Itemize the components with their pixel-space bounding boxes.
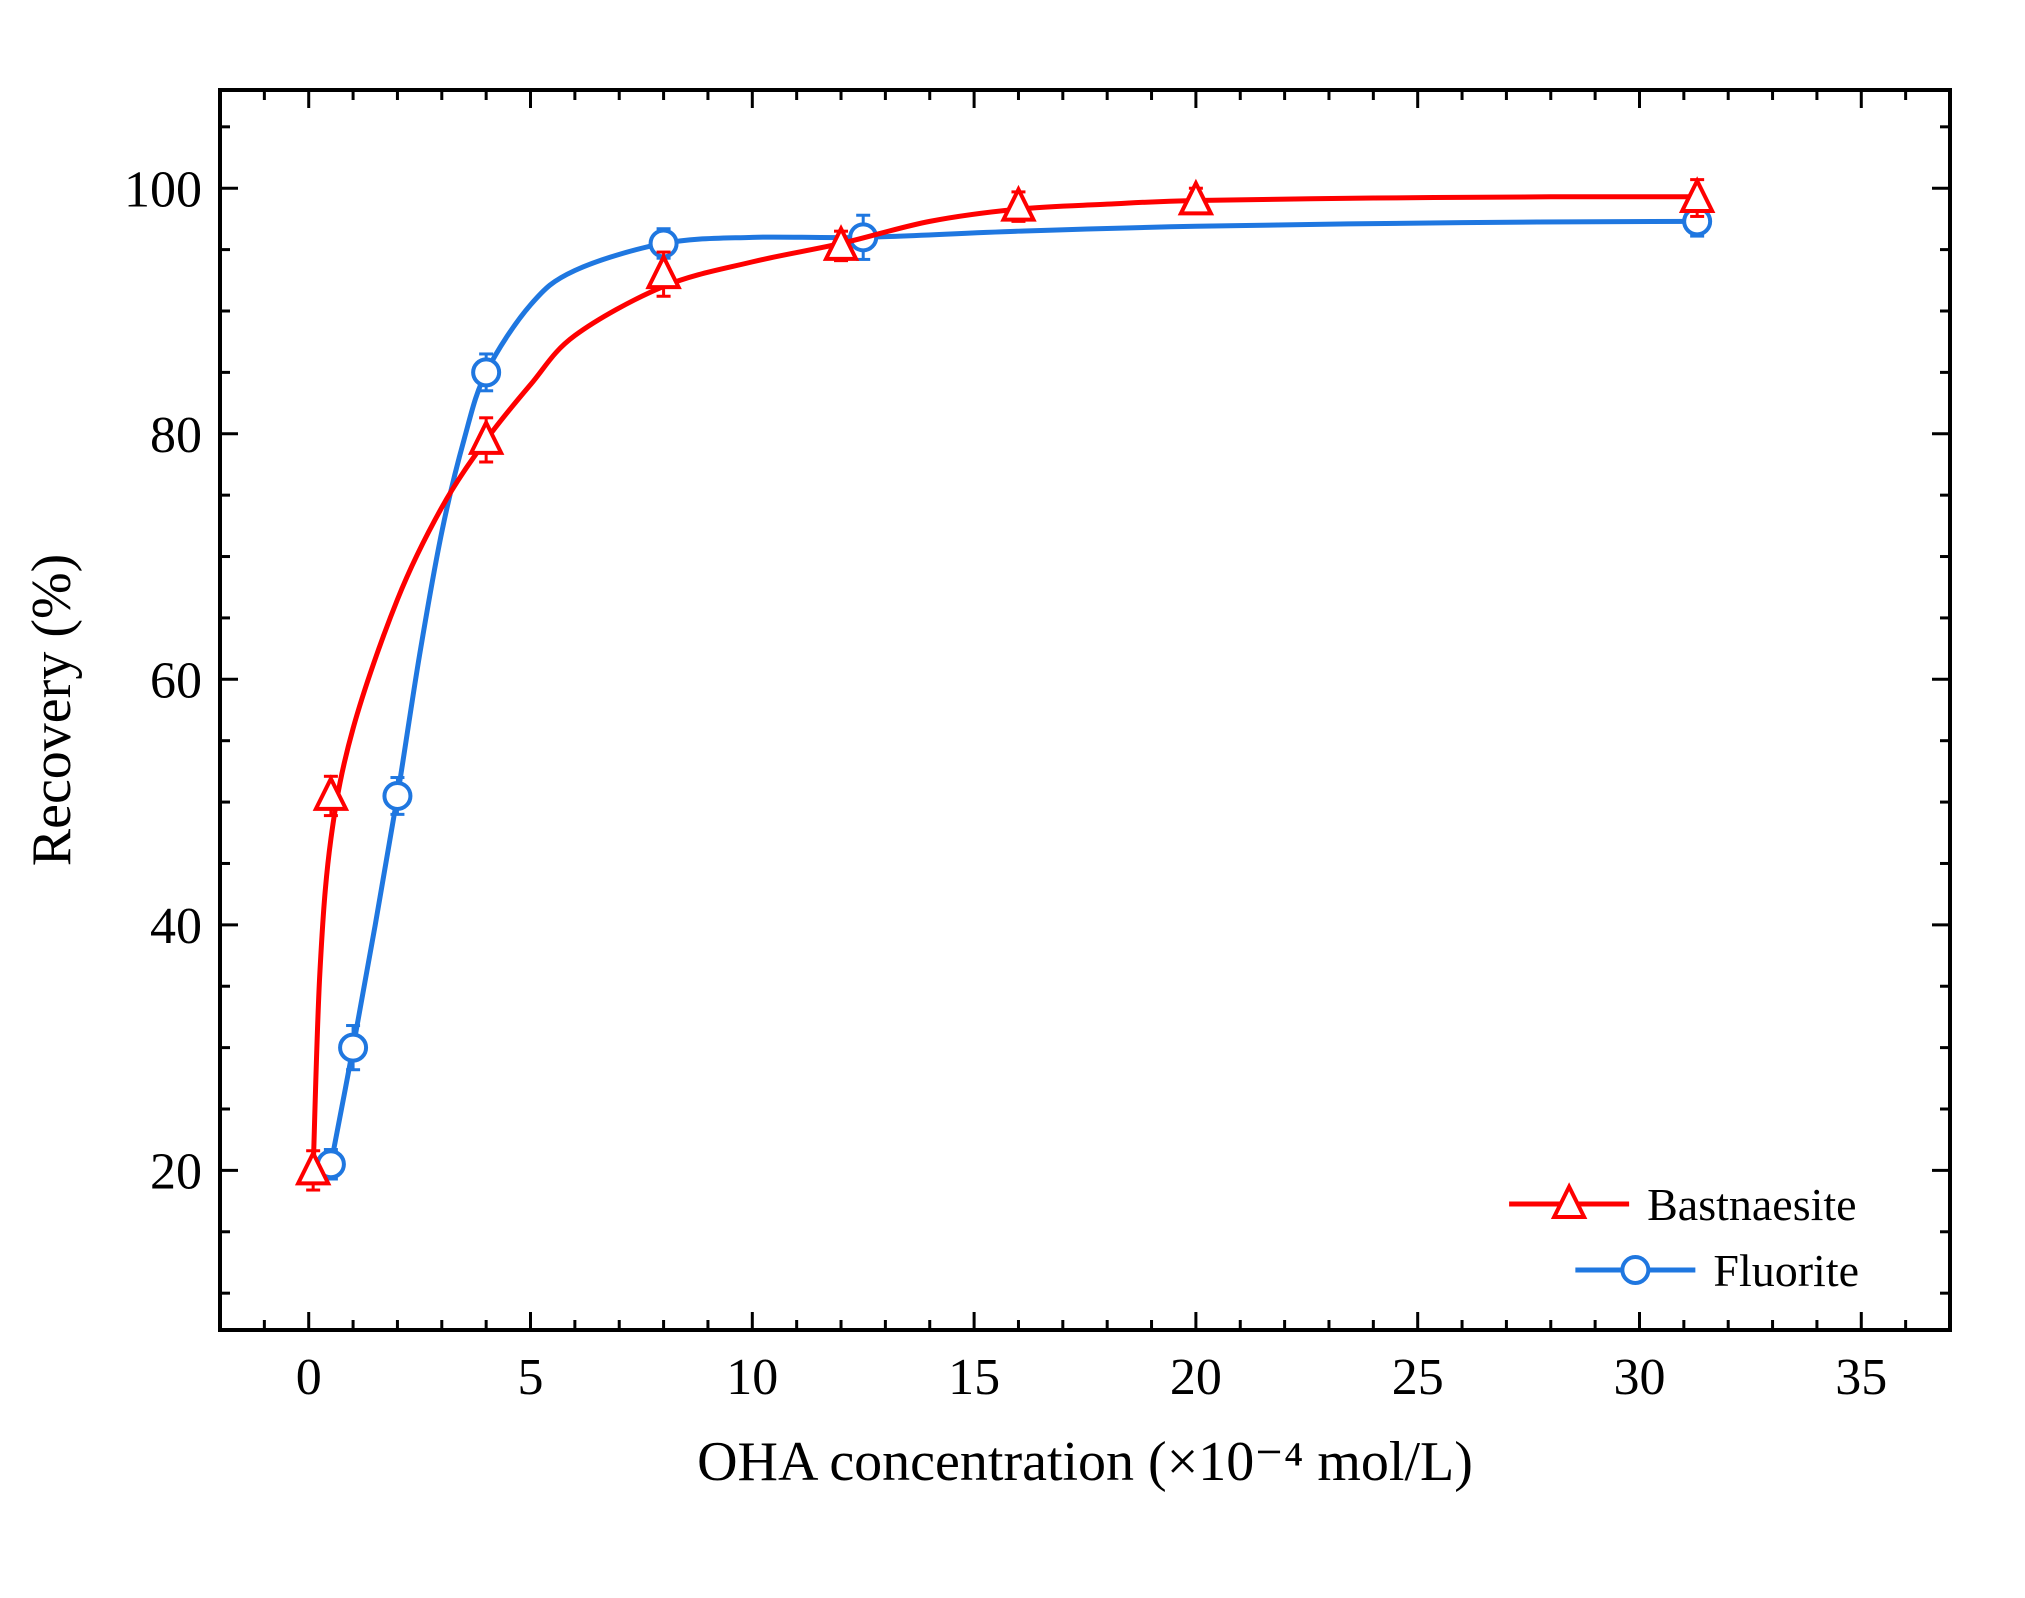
y-tick-label: 80 xyxy=(150,407,202,464)
y-tick-label: 100 xyxy=(124,161,202,218)
chart-svg: 0 5 10 15 20 25 30 35 OHA concentration (×10⁻⁴ m… xyxy=(0,0,2025,1598)
legend-fluorite-label: Fluorite xyxy=(1713,1245,1859,1296)
legend-bastnaesite-label: Bastnaesite xyxy=(1647,1179,1857,1230)
series-bastnaesite-marker xyxy=(1003,189,1033,219)
series-fluorite xyxy=(318,207,1710,1179)
legend-fluorite-marker xyxy=(1622,1257,1648,1283)
y-tick-label: 20 xyxy=(150,1144,202,1201)
y-tick-label: 40 xyxy=(150,898,202,955)
x-tick-label: 15 xyxy=(948,1349,1000,1406)
series-fluorite-marker xyxy=(473,359,499,385)
x-tick-label: 0 xyxy=(296,1349,322,1406)
x-tick-label: 20 xyxy=(1170,1349,1222,1406)
series-fluorite-line xyxy=(331,221,1697,1164)
y-axis-label: Recovery (%) xyxy=(21,554,83,867)
x-tick-label: 5 xyxy=(518,1349,544,1406)
x-tick-label: 35 xyxy=(1835,1349,1887,1406)
x-tick-label: 25 xyxy=(1392,1349,1444,1406)
series-bastnaesite-line xyxy=(313,197,1697,1171)
x-tick-label: 10 xyxy=(726,1349,778,1406)
x-tick-label: 30 xyxy=(1613,1349,1665,1406)
y-tick-label: 60 xyxy=(150,653,202,710)
legend: Bastnaesite Fluorite xyxy=(1509,1179,1859,1296)
recovery-chart: 0 5 10 15 20 25 30 35 OHA concentration (×10⁻⁴ m… xyxy=(0,0,2025,1598)
series-fluorite-marker xyxy=(384,783,410,809)
plot-border xyxy=(220,90,1950,1330)
series-bastnaesite-marker xyxy=(649,257,679,287)
x-axis-label: OHA concentration (×10⁻⁴ mol/L) xyxy=(697,1431,1473,1493)
series-fluorite-marker xyxy=(340,1035,366,1061)
